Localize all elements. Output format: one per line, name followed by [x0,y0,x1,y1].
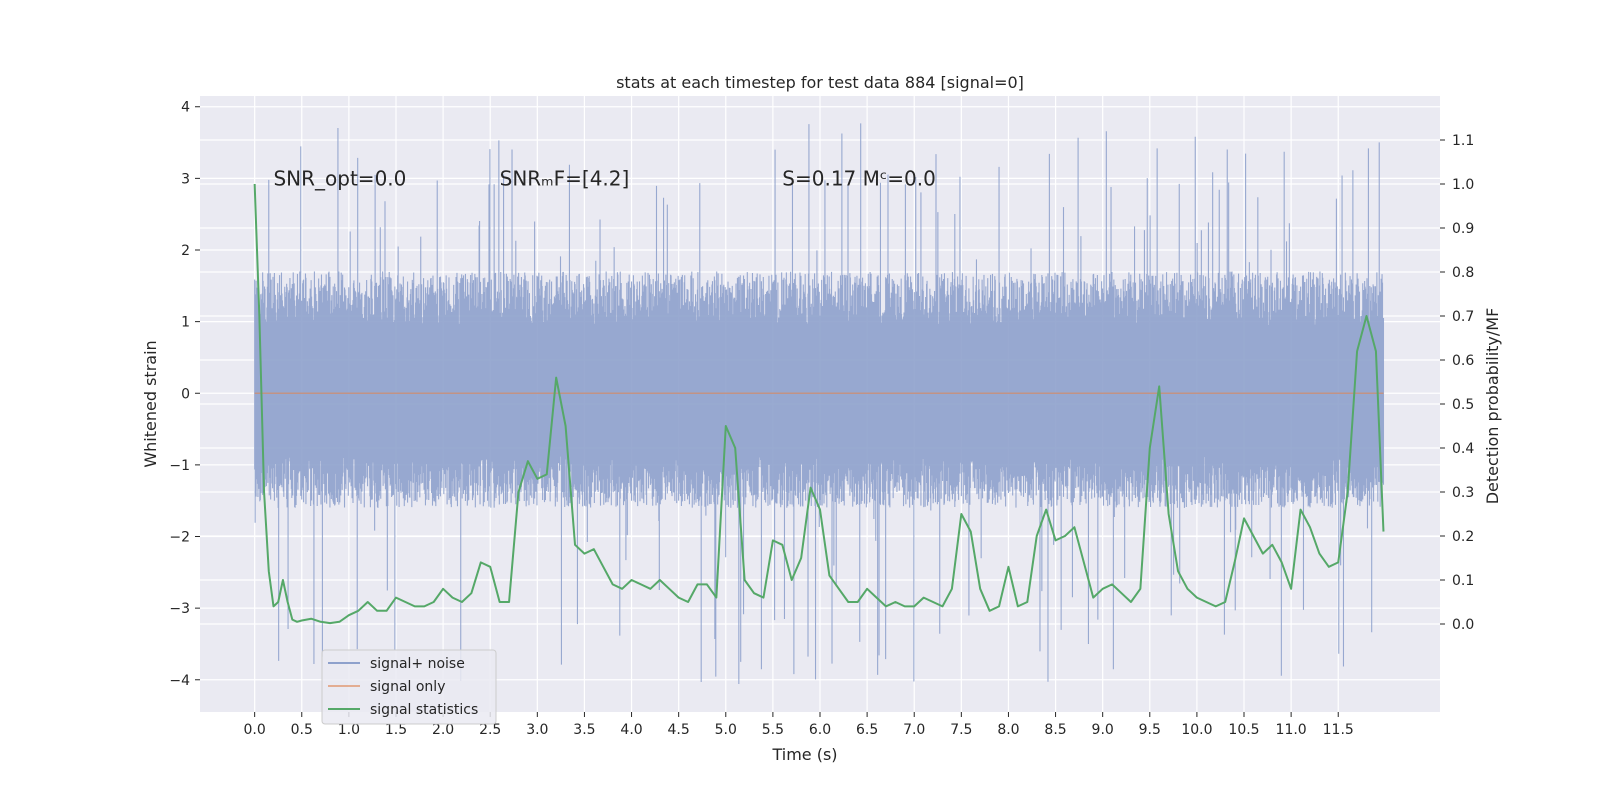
y-right-tick-label: 0.1 [1452,573,1474,589]
x-tick-label: 4.5 [668,722,690,738]
y-tick-label: 0 [181,386,190,402]
y-right-tick-label: 0.7 [1452,309,1474,325]
signal-statistics-line [253,183,1385,625]
x-tick-label: 4.0 [620,722,642,738]
x-tick-label: 1.0 [338,722,360,738]
x-tick-label: 6.0 [809,722,831,738]
annotation-text: SNR_opt=0.0 [273,166,406,190]
x-axis-label: Time (s) [771,745,837,764]
x-tick-label: 10.0 [1181,722,1212,738]
annotation-text: SNRₘF=[4.2] [500,166,630,190]
series-signal-statistics [253,183,1385,625]
legend-label-signal-statistics: signal statistics [370,702,478,718]
y-right-tick-label: 0.2 [1452,529,1474,545]
x-axis-ticks: 0.0 0.5 1.0 1.5 2.0 2.5 3.0 3.5 4.0 4.5 5.0 5.5 6.0 6… [244,712,1354,738]
x-tick-label: 6.5 [856,722,878,738]
y-tick-label: −1 [169,458,190,474]
y-axis-label: Whitened strain [141,340,160,467]
legend-label-signal-only: signal only [370,679,445,695]
y-right-tick-label: 0.3 [1452,485,1474,501]
y-axis-ticks: −4 −3 −2 −1 0 1 2 3 4 [169,100,200,689]
y-right-tick-label: 1.0 [1452,177,1474,193]
legend-label-signal-plus-noise: signal+ noise [370,656,465,672]
y-right-tick-label: 0.6 [1452,353,1474,369]
y-right-tick-label: 0.0 [1452,617,1474,633]
legend: signal+ noise signal only signal statist… [321,649,497,725]
y-tick-label: 3 [181,171,190,187]
series-signal-plus-noise [254,123,1385,684]
x-tick-label: 5.5 [762,722,784,738]
x-tick-label: 3.0 [526,722,548,738]
x-tick-label: 7.5 [950,722,972,738]
x-tick-label: 11.5 [1323,722,1354,738]
y-right-tick-label: 0.8 [1452,265,1474,281]
y-tick-label: −3 [169,601,190,617]
x-tick-label: 10.5 [1228,722,1259,738]
y-tick-label: 4 [181,100,190,116]
x-tick-label: 9.5 [1139,722,1161,738]
y-right-tick-label: 0.9 [1452,221,1474,237]
noise-trace [254,123,1385,684]
annotations: SNR_opt=0.0 SNRₘF=[4.2] S=0.17 Mᶜ=0.0 [273,166,935,190]
x-tick-label: 11.0 [1276,722,1307,738]
x-tick-label: 7.0 [903,722,925,738]
x-tick-label: 9.0 [1092,722,1114,738]
x-tick-label: 2.0 [432,722,454,738]
y-tick-label: 1 [181,315,190,331]
x-tick-label: 5.0 [715,722,737,738]
y-tick-label: −2 [169,530,190,546]
x-tick-label: 8.5 [1044,722,1066,738]
x-tick-label: 0.0 [244,722,266,738]
x-tick-label: 2.5 [479,722,501,738]
y-right-axis-ticks: 0.0 0.1 0.2 0.3 0.4 0.5 0.6 0.7 0.8 0.9 1.0 1.1 [1440,133,1474,633]
annotation-text: S=0.17 Mᶜ=0.0 [782,166,936,190]
y-right-tick-label: 0.4 [1452,441,1474,457]
x-tick-label: 3.5 [573,722,595,738]
x-tick-label: 1.5 [385,722,407,738]
x-tick-label: 8.0 [997,722,1019,738]
y-right-tick-label: 0.5 [1452,397,1474,413]
y-tick-label: 2 [181,243,190,259]
legend-box [321,649,497,725]
y-right-tick-label: 1.1 [1452,133,1474,149]
chart-title: stats at each timestep for test data 884… [616,73,1024,92]
y-tick-label: −4 [169,673,190,689]
y-right-axis-label: Detection probability/MF [1483,308,1502,505]
x-tick-label: 0.5 [291,722,313,738]
